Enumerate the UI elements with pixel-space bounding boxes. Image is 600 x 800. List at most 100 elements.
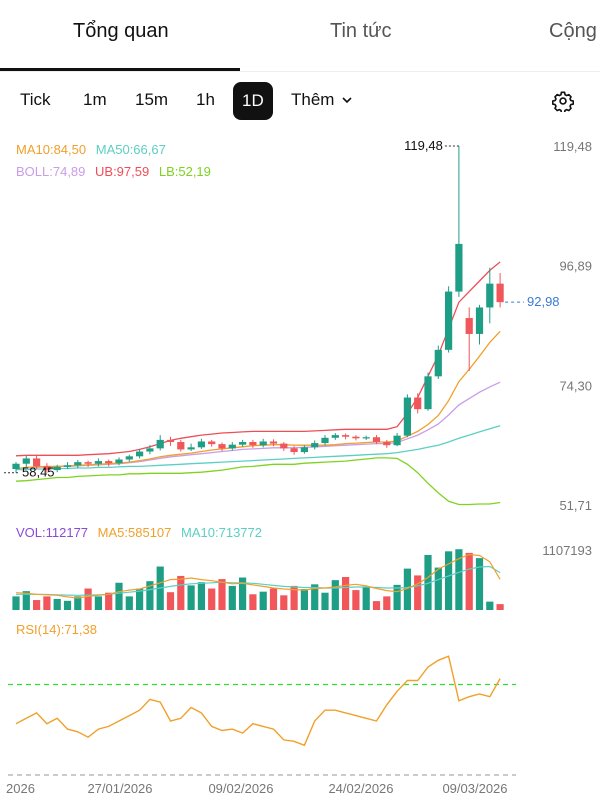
volume-bar [187, 585, 195, 610]
candle-body [403, 397, 411, 436]
candle-body [393, 435, 401, 446]
tab-community[interactable]: Cộng [549, 20, 597, 42]
axes: 119,48 96,89 74,30 51,71 1107193 2026 27/01/20… [6, 139, 592, 796]
price-legend-row-2: BOLL:74,89 UB:97,59 LB:52,19 [16, 164, 217, 179]
more-label: Thêm [291, 90, 335, 109]
candle-body [259, 441, 267, 446]
candle-body [228, 444, 236, 449]
timeframe-tick[interactable]: Tick [20, 90, 51, 109]
legend-vol-ma10: MA10:713772 [181, 525, 262, 540]
volume-bar [239, 577, 247, 610]
candle-body [84, 462, 92, 464]
volume-panel [12, 549, 504, 610]
volume-bar [146, 581, 154, 610]
candle-body [218, 444, 226, 449]
volume-bar [300, 589, 308, 610]
legend-rsi: RSI(14):71,38 [16, 622, 97, 637]
ma50-line [16, 425, 501, 471]
candle-body [342, 435, 350, 437]
volume-bar [22, 591, 30, 610]
date-axis-label: 09/03/2026 [442, 781, 507, 796]
candle-body [455, 243, 463, 292]
timeframe-1m[interactable]: 1m [83, 90, 107, 109]
volume-bar [53, 598, 61, 610]
candle-body [33, 458, 41, 467]
volume-bar [63, 600, 72, 610]
volume-bar [496, 604, 504, 610]
volume-bar [84, 588, 92, 610]
candle-body [290, 448, 298, 453]
price-panel: 92,98 119,48 58,45 [4, 138, 560, 506]
candle-body [372, 437, 381, 443]
legend-vol: VOL:112177 [16, 525, 89, 540]
volume-bar [94, 596, 102, 610]
volume-bar [362, 586, 370, 610]
volume-bar [475, 558, 484, 610]
volume-ma10-line [16, 565, 501, 596]
chevron-down-icon [342, 96, 353, 103]
timeframe-1h[interactable]: 1h [196, 90, 215, 109]
volume-bar [74, 596, 82, 610]
candle-body [146, 448, 154, 452]
volume-ma5-line [15, 553, 501, 599]
volume-bar [269, 588, 278, 610]
candle-body [239, 442, 247, 445]
volume-bar [383, 596, 391, 610]
volume-legend: VOL:112177 MA5:585107 MA10:713772 [16, 525, 268, 540]
candle-body [136, 451, 144, 457]
candle-body [269, 441, 278, 444]
candle-body [177, 442, 185, 450]
candle-body [321, 437, 329, 444]
candle-body [208, 441, 216, 445]
volume-bar [228, 585, 236, 610]
candle-body [496, 283, 504, 303]
candle-body [22, 458, 30, 464]
tab-news[interactable]: Tin tức [330, 20, 392, 42]
candle-body [362, 437, 370, 439]
date-axis-label: 2026 [6, 781, 35, 796]
more-timeframes-button[interactable]: Thêm [291, 90, 353, 110]
date-axis-label: 09/02/2026 [208, 781, 273, 796]
timeframe-15m[interactable]: 15m [135, 90, 169, 109]
timeframe-bar: Tick 1m 15m 1h 1D Thêm [0, 82, 600, 122]
volume-bar [208, 588, 216, 610]
volume-bar [197, 582, 205, 610]
candle-body [465, 318, 473, 334]
candle-body [280, 443, 288, 449]
volume-bar [434, 567, 442, 610]
volume-bar [105, 592, 113, 610]
ma10-line [15, 330, 501, 470]
gear-icon[interactable] [552, 90, 574, 112]
volume-bar [166, 592, 175, 610]
volume-bar [424, 554, 432, 610]
tab-overview[interactable]: Tổng quan [73, 20, 169, 42]
legend-ma50: MA50:66,67 [95, 142, 166, 157]
candle-body [74, 462, 82, 466]
candle-body [166, 439, 175, 443]
candle-body [486, 283, 494, 308]
lb-line [15, 457, 501, 506]
candle-body [12, 463, 20, 470]
candle-body [445, 291, 453, 350]
volume-axis-label: 1107193 [542, 543, 592, 558]
candle-body [53, 466, 61, 471]
date-axis-label: 27/01/2026 [87, 781, 152, 796]
volume-bar [218, 579, 226, 610]
min-price-label: 58,45 [22, 465, 55, 480]
volume-bar [136, 588, 144, 610]
timeframe-1d[interactable]: 1D [233, 82, 273, 120]
volume-bar [33, 600, 41, 610]
volume-bar [331, 580, 339, 610]
legend-ub: UB:97,59 [95, 164, 150, 179]
candle-body [300, 447, 308, 453]
rsi-line [15, 655, 501, 747]
volume-bar [352, 590, 360, 610]
price-axis-label: 51,71 [559, 498, 592, 513]
volume-bar [249, 594, 257, 610]
top-tabs: Tổng quan Tin tức Cộng [0, 0, 600, 72]
legend-ma10: MA10:84,50 [16, 142, 87, 157]
candle-body [383, 442, 391, 446]
legend-lb: LB:52,19 [158, 164, 211, 179]
volume-bar [12, 596, 20, 610]
